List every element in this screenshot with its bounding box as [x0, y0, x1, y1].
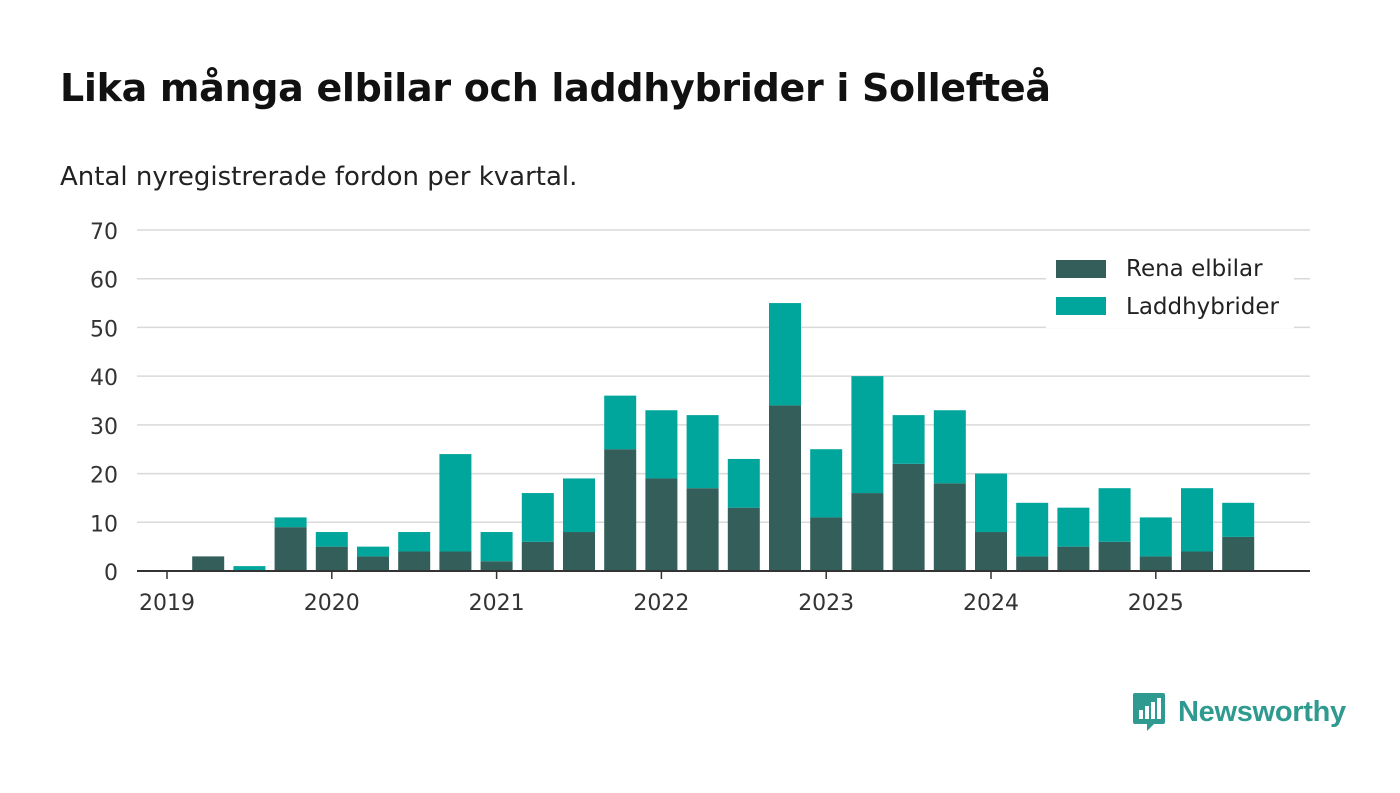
bar-laddhybrider-12	[645, 410, 678, 479]
legend-swatch-rena-elbilar	[1056, 260, 1106, 278]
bar-laddhybrider-26	[1222, 502, 1255, 537]
bar-laddhybrider-20	[975, 473, 1007, 533]
legend-swatch-laddhybrider	[1056, 297, 1106, 315]
bar-rena-elbilar-15	[769, 405, 801, 571]
bars	[192, 303, 1255, 571]
bar-rena-elbilar-1	[192, 556, 225, 571]
bar-rena-elbilar-26	[1222, 536, 1255, 571]
bar-laddhybrider-16	[810, 449, 843, 518]
y-tick-label-40: 40	[90, 366, 118, 391]
bar-rena-elbilar-21	[1016, 556, 1049, 571]
bar-rena-elbilar-17	[851, 493, 884, 571]
bar-rena-elbilar-14	[727, 507, 760, 571]
bar-rena-elbilar-9	[521, 541, 554, 571]
bar-laddhybrider-24	[1139, 517, 1172, 557]
legend-label-laddhybrider: Laddhybrider	[1126, 294, 1279, 320]
x-tick-label-2023: 2023	[798, 591, 854, 616]
bar-laddhybrider-2	[233, 566, 266, 571]
chart-title: Lika många elbilar och laddhybrider i So…	[60, 66, 1051, 110]
bar-rena-elbilar-12	[645, 478, 678, 571]
brand-logo: Newsworthy	[1132, 692, 1346, 732]
x-tick-label-2021: 2021	[469, 591, 525, 616]
y-tick-label-50: 50	[90, 317, 118, 342]
bar-rena-elbilar-23	[1098, 541, 1131, 571]
bar-rena-elbilar-8	[480, 561, 513, 571]
bar-rena-elbilar-20	[975, 532, 1007, 571]
bar-rena-elbilar-6	[398, 551, 431, 571]
bar-laddhybrider-17	[851, 376, 884, 494]
newsworthy-logo-icon	[1133, 693, 1165, 731]
x-axis: 2019 2020 2021 2022 2023 2024 2025	[137, 570, 1310, 616]
legend-label-rena-elbilar: Rena elbilar	[1126, 256, 1263, 282]
bar-rena-elbilar-10	[563, 532, 595, 571]
bar-rena-elbilar-18	[892, 463, 925, 571]
y-axis-labels: 0 10 20 30 40 50 60 70	[90, 220, 118, 586]
bar-laddhybrider-15	[769, 303, 801, 406]
bar-laddhybrider-13	[686, 415, 719, 489]
bar-laddhybrider-5	[357, 546, 389, 557]
x-tick-label-2019: 2019	[139, 591, 195, 616]
bar-rena-elbilar-19	[933, 483, 966, 571]
x-tick-label-2024: 2024	[963, 591, 1019, 616]
bar-laddhybrider-21	[1016, 502, 1049, 557]
bar-laddhybrider-14	[727, 458, 760, 508]
y-tick-label-30: 30	[90, 415, 118, 440]
bar-rena-elbilar-13	[686, 488, 719, 571]
legend: Rena elbilar Laddhybrider	[1046, 248, 1294, 328]
y-tick-label-70: 70	[90, 220, 118, 245]
bar-laddhybrider-9	[521, 493, 554, 542]
bar-laddhybrider-6	[398, 532, 431, 552]
bar-laddhybrider-25	[1181, 488, 1213, 552]
y-tick-label-20: 20	[90, 464, 118, 489]
bar-laddhybrider-23	[1098, 488, 1131, 542]
bar-rena-elbilar-25	[1181, 551, 1213, 571]
y-tick-label-0: 0	[104, 561, 118, 586]
chart-subtitle: Antal nyregistrerade fordon per kvartal.	[60, 162, 578, 192]
bar-rena-elbilar-22	[1057, 546, 1090, 571]
bar-laddhybrider-22	[1057, 507, 1090, 547]
y-tick-label-10: 10	[90, 512, 118, 537]
brand-name: Newsworthy	[1178, 695, 1346, 728]
bar-rena-elbilar-4	[315, 546, 348, 571]
bar-laddhybrider-3	[274, 517, 307, 528]
bar-rena-elbilar-3	[274, 527, 307, 571]
bar-laddhybrider-19	[933, 410, 966, 484]
bar-rena-elbilar-7	[439, 551, 472, 571]
bar-laddhybrider-4	[315, 532, 348, 547]
bar-laddhybrider-7	[439, 454, 472, 552]
bar-laddhybrider-18	[892, 415, 925, 464]
bar-laddhybrider-10	[563, 478, 595, 533]
bar-laddhybrider-8	[480, 532, 513, 562]
x-tick-label-2020: 2020	[304, 591, 360, 616]
x-tick-label-2022: 2022	[633, 591, 689, 616]
bar-laddhybrider-11	[604, 395, 637, 450]
bar-rena-elbilar-16	[810, 517, 843, 571]
x-tick-label-2025: 2025	[1128, 591, 1184, 616]
bar-rena-elbilar-5	[357, 556, 389, 571]
bar-rena-elbilar-11	[604, 449, 637, 571]
bar-rena-elbilar-24	[1139, 556, 1172, 571]
y-tick-label-60: 60	[90, 269, 118, 294]
